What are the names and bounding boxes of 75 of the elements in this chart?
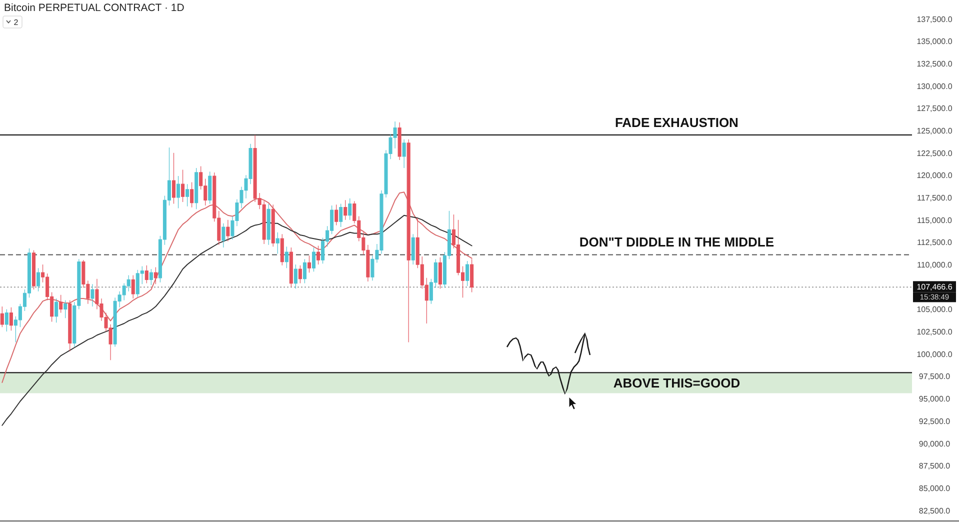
candlestick bbox=[176, 176, 180, 209]
y-tick-label: 117,500.0 bbox=[917, 193, 953, 202]
candlestick bbox=[280, 234, 284, 266]
y-tick-label: 135,000.0 bbox=[916, 37, 953, 46]
candlestick bbox=[194, 168, 198, 210]
y-tick-label: 110,000.0 bbox=[917, 260, 953, 270]
candlestick bbox=[284, 246, 288, 268]
candlestick bbox=[334, 204, 338, 226]
candlestick bbox=[307, 255, 311, 273]
y-tick-label: 102,500.0 bbox=[916, 328, 953, 337]
y-tick-label: 87,500.0 bbox=[918, 462, 951, 471]
candlestick bbox=[348, 198, 352, 220]
candlestick bbox=[438, 257, 442, 289]
y-tick-label: 85,000.0 bbox=[918, 484, 951, 493]
candlestick bbox=[289, 247, 293, 288]
candlestick bbox=[466, 260, 470, 286]
candlestick bbox=[276, 232, 280, 254]
y-tick-label: 100,000.0 bbox=[916, 350, 953, 359]
candlestick bbox=[172, 152, 176, 204]
y-tick-label: 92,500.0 bbox=[918, 416, 951, 426]
y-tick-label: 112,500.0 bbox=[917, 238, 953, 248]
y-tick-label: 90,000.0 bbox=[918, 439, 951, 448]
y-tick-label: 97,500.0 bbox=[918, 372, 951, 382]
y-tick-label: 120,000.0 bbox=[916, 171, 953, 180]
candlestick bbox=[222, 223, 226, 248]
chart-title: Bitcoin PERPETUAL CONTRACT · 1D bbox=[4, 2, 185, 14]
candlestick bbox=[302, 258, 306, 284]
candlestick bbox=[316, 245, 320, 265]
candlestick bbox=[68, 300, 72, 352]
candlestick bbox=[312, 247, 316, 272]
y-tick-label: 125,000.0 bbox=[916, 126, 953, 136]
y-tick-label: 95,000.0 bbox=[918, 394, 951, 404]
candlestick bbox=[402, 139, 406, 168]
candlestick bbox=[208, 171, 212, 204]
candlestick bbox=[266, 203, 270, 246]
candlestick bbox=[131, 274, 135, 299]
candlestick bbox=[64, 300, 68, 318]
candlestick bbox=[36, 268, 40, 292]
candlestick bbox=[190, 182, 194, 208]
candlestick bbox=[470, 258, 474, 293]
candlestick bbox=[0, 306, 4, 328]
candlestick bbox=[344, 200, 348, 220]
y-tick-label: 132,500.0 bbox=[916, 59, 953, 68]
y-tick-label: 130,000.0 bbox=[916, 82, 953, 91]
y-tick-label: 115,000.0 bbox=[917, 216, 953, 225]
candlestick bbox=[154, 266, 158, 284]
ref-line-label: FADE EXHAUSTION bbox=[614, 114, 738, 130]
candlestick bbox=[411, 234, 415, 265]
y-tick-label: 127,500.0 bbox=[916, 104, 953, 114]
candlestick bbox=[90, 284, 94, 307]
candlestick bbox=[271, 204, 275, 247]
y-tick-label: 105,000.0 bbox=[916, 305, 953, 314]
y-tick-label: 122,500.0 bbox=[916, 148, 953, 158]
candlestick bbox=[298, 265, 302, 284]
y-tick-label: 82,500.0 bbox=[918, 506, 951, 516]
candlestick bbox=[4, 308, 8, 332]
annotation: 2 bbox=[14, 18, 19, 27]
ref-line-label: 107,466.6 bbox=[916, 282, 953, 292]
line-series bbox=[2, 192, 472, 383]
candlestick bbox=[294, 264, 298, 289]
candlestick bbox=[144, 265, 148, 284]
y-tick-label: 137,500.0 bbox=[916, 14, 953, 24]
candlestick bbox=[59, 294, 63, 314]
ref-line-label: DON"T DIDDLE IN THE MIDDLE bbox=[579, 234, 774, 250]
candlestick bbox=[339, 203, 343, 228]
candlestick bbox=[149, 268, 153, 286]
candlestick bbox=[406, 139, 410, 343]
candlestick bbox=[398, 122, 402, 160]
candlestick bbox=[181, 169, 185, 202]
candlestick bbox=[32, 250, 36, 290]
candlestick bbox=[54, 298, 58, 323]
candlestick bbox=[9, 307, 13, 331]
candlestick bbox=[226, 220, 230, 242]
band-label: ABOVE THIS=GOOD bbox=[613, 375, 740, 390]
candlestick bbox=[186, 184, 190, 207]
